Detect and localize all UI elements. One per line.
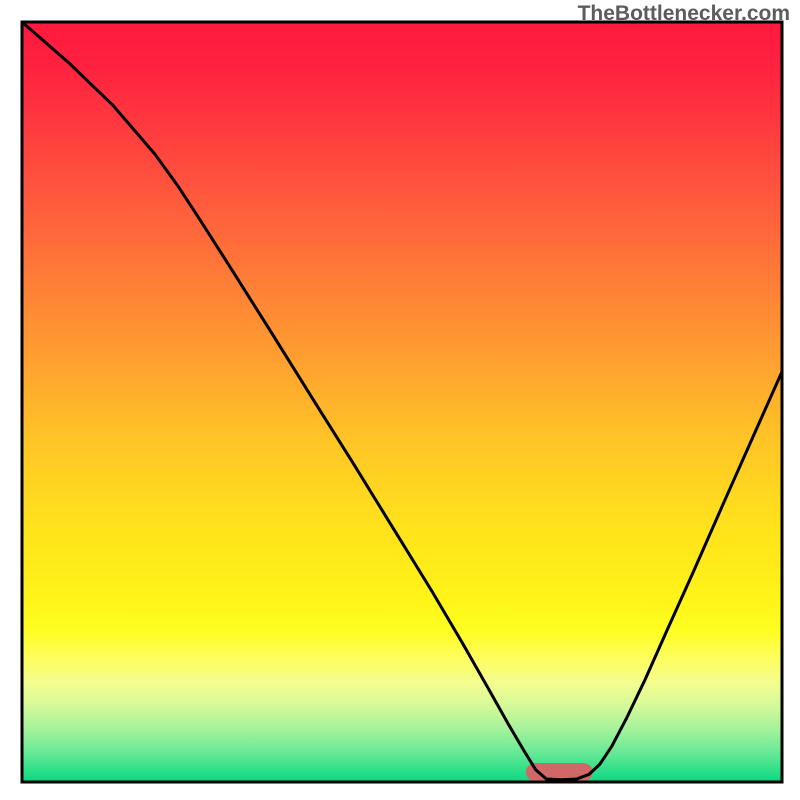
bottleneck-chart — [0, 0, 800, 800]
chart-container: TheBottlenecker.com — [0, 0, 800, 800]
gradient-background — [22, 22, 782, 782]
